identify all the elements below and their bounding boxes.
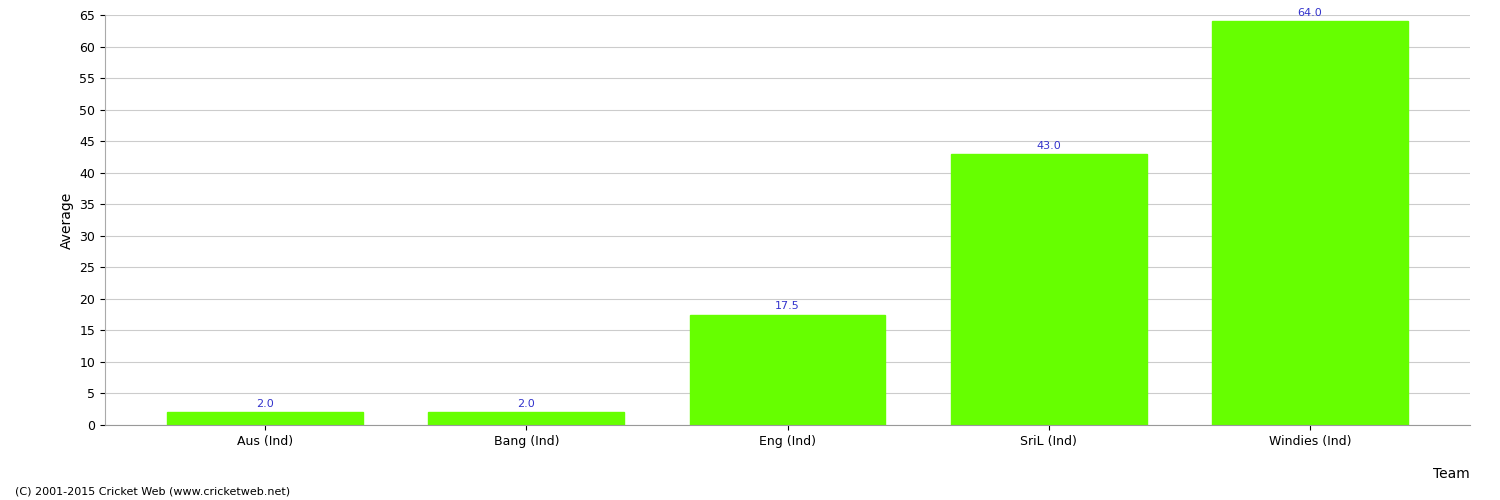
Bar xyxy=(690,314,885,425)
Text: 2.0: 2.0 xyxy=(518,399,536,409)
Text: Team: Team xyxy=(1434,466,1470,480)
Y-axis label: Average: Average xyxy=(60,192,74,248)
Bar xyxy=(429,412,624,425)
Bar xyxy=(951,154,1146,425)
Text: 64.0: 64.0 xyxy=(1298,8,1323,18)
Text: (C) 2001-2015 Cricket Web (www.cricketweb.net): (C) 2001-2015 Cricket Web (www.cricketwe… xyxy=(15,487,290,497)
Bar xyxy=(166,412,363,425)
Text: 17.5: 17.5 xyxy=(776,302,800,312)
Bar xyxy=(1212,22,1408,425)
Text: 43.0: 43.0 xyxy=(1036,140,1060,150)
Text: 2.0: 2.0 xyxy=(256,399,274,409)
